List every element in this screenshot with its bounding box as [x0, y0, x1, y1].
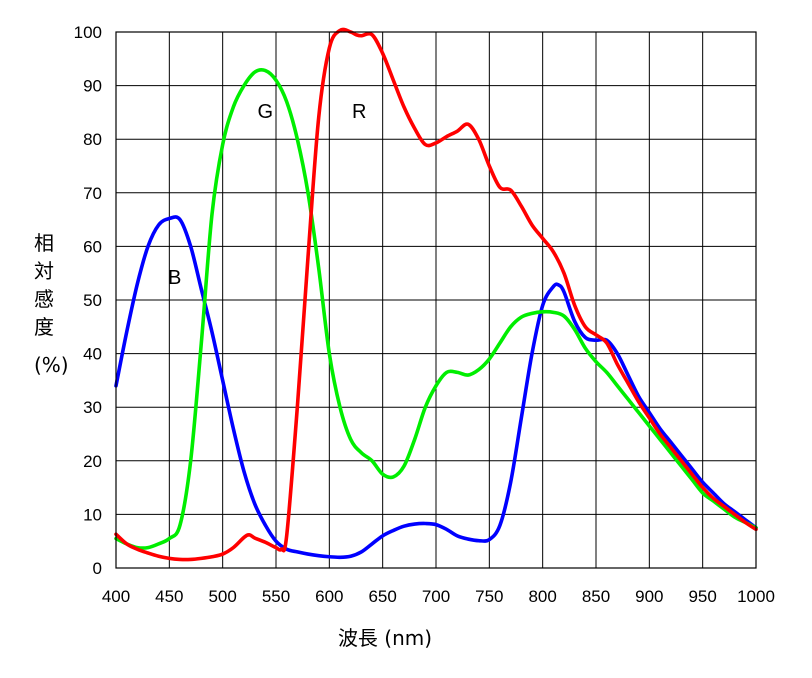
y-tick-label-50: 50	[83, 291, 102, 310]
series-label-b: B	[168, 267, 181, 289]
y-axis-unit: (%)	[34, 353, 69, 377]
series-label-g: G	[258, 101, 274, 123]
x-tick-label-700: 700	[422, 587, 450, 606]
x-axis-title: 波長 (nm)	[338, 626, 432, 650]
x-tick-label-900: 900	[635, 587, 663, 606]
x-tick-label-650: 650	[368, 587, 396, 606]
y-tick-label-60: 60	[83, 237, 102, 256]
y-tick-label-0: 0	[93, 559, 102, 578]
series-labels: B G R	[168, 101, 366, 289]
y-axis-tick-labels: 0 10 20 30 40 50 60 70 80 90 100	[74, 23, 102, 578]
y-tick-label-10: 10	[83, 505, 102, 524]
grid	[115, 31, 757, 569]
y-tick-label-80: 80	[83, 130, 102, 149]
x-tick-label-800: 800	[528, 587, 556, 606]
y-tick-label-40: 40	[83, 345, 102, 364]
series-line-b	[114, 215, 758, 560]
series-label-r: R	[352, 101, 366, 123]
plot-border	[115, 31, 757, 569]
y-tick-label-30: 30	[83, 398, 102, 417]
y-axis-title: 相対感度	[34, 231, 54, 339]
x-tick-label-850: 850	[582, 587, 610, 606]
x-tick-label-1000: 1000	[737, 587, 775, 606]
series-line-r	[114, 27, 758, 562]
series-line-g	[114, 68, 758, 550]
x-tick-label-450: 450	[155, 587, 183, 606]
x-tick-label-500: 500	[208, 587, 236, 606]
x-tick-label-950: 950	[688, 587, 716, 606]
series-lines	[114, 27, 758, 562]
y-tick-label-20: 20	[83, 452, 102, 471]
x-tick-label-550: 550	[262, 587, 290, 606]
y-tick-label-70: 70	[83, 184, 102, 203]
x-tick-label-750: 750	[475, 587, 503, 606]
y-tick-label-90: 90	[83, 77, 102, 96]
x-tick-label-400: 400	[102, 587, 130, 606]
x-tick-label-600: 600	[315, 587, 343, 606]
y-tick-label-100: 100	[74, 23, 102, 42]
x-axis-tick-labels: 400 450 500 550 600 650 700 750 800 850 900 950 1000	[102, 587, 775, 606]
